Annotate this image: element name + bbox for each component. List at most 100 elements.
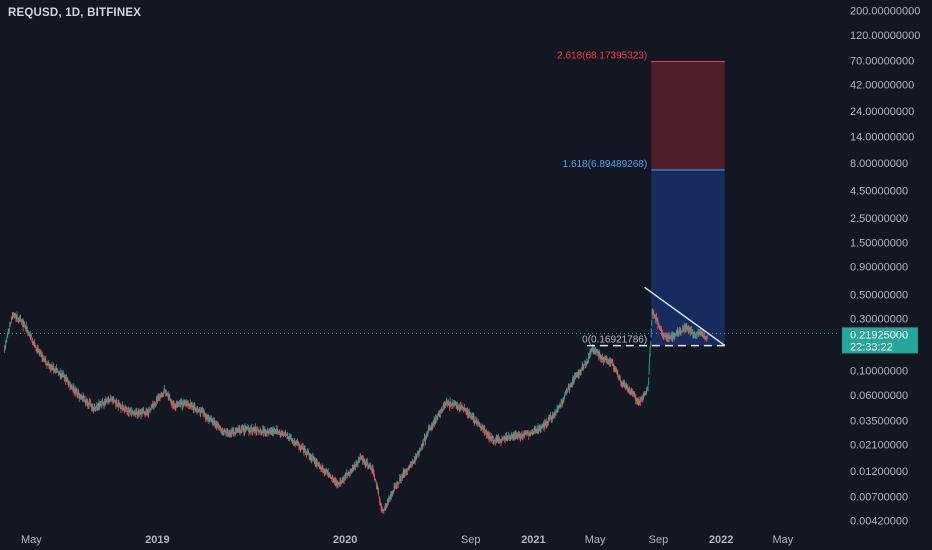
candle-body — [388, 496, 390, 501]
candle-body — [685, 327, 687, 331]
candle-body — [232, 430, 234, 432]
candle-body — [170, 399, 172, 402]
candle-body — [224, 432, 226, 434]
candle-body — [266, 431, 268, 433]
candle-body — [220, 429, 222, 431]
candle-body — [83, 399, 85, 402]
time-tick-label: Sep — [461, 534, 481, 546]
candle-body — [558, 407, 560, 408]
candle-body — [651, 311, 653, 318]
candle-body — [171, 403, 173, 405]
candle-body — [203, 410, 205, 415]
candle-body — [23, 321, 25, 327]
candle-body — [165, 390, 167, 393]
candle-body — [286, 435, 287, 437]
candle-body — [583, 364, 585, 369]
candle-body — [191, 406, 193, 408]
candle-body — [660, 328, 661, 330]
time-axis[interactable]: May 2019 2020 Sep 2021 May Sep 2022 May — [21, 534, 794, 546]
candle-body — [105, 398, 107, 403]
candle-body — [515, 433, 517, 436]
candle-body — [591, 349, 593, 350]
candle-body — [123, 407, 125, 409]
candle-body — [116, 404, 118, 407]
candle-body — [624, 383, 625, 388]
candle-body — [570, 385, 571, 387]
candle-body — [470, 416, 472, 418]
candle-body — [311, 457, 313, 460]
candle-body — [184, 400, 186, 405]
candle-body — [288, 438, 289, 440]
candle-body — [117, 403, 119, 406]
fibonacci-extension[interactable]: 2.618(68.17395323) 1.618(6.89489268) 0(0.1… — [557, 51, 725, 346]
candle-body — [497, 436, 499, 439]
candle-body — [141, 412, 142, 415]
candle-body — [587, 359, 589, 361]
descending-trendline[interactable] — [644, 286, 726, 347]
candle-body — [604, 356, 606, 360]
candle-body — [208, 418, 210, 421]
candle-body — [597, 352, 599, 353]
candle-body — [485, 430, 486, 432]
candle-body — [169, 397, 171, 401]
candle-body — [455, 403, 457, 406]
candle-body — [147, 413, 149, 415]
candle-body — [634, 396, 636, 398]
price-axis[interactable]: 200.00000000 120.00000000 70.00000000 42.00… — [840, 0, 932, 550]
candle-body — [339, 483, 340, 485]
candle-body — [281, 431, 283, 434]
candle-body — [135, 410, 137, 415]
candle-body — [352, 465, 354, 468]
candle-body — [506, 436, 508, 439]
candle-body — [426, 436, 427, 438]
candle-body — [590, 351, 591, 354]
candle-body — [295, 443, 297, 445]
candle-body — [665, 334, 667, 337]
drawing-lines[interactable] — [0, 286, 840, 347]
candle-body — [12, 313, 14, 317]
candle-body — [11, 314, 13, 317]
candle-body — [581, 365, 583, 368]
candle-body — [575, 375, 577, 377]
candle-body — [115, 400, 117, 405]
candle-body — [61, 373, 63, 377]
candle-body — [235, 430, 236, 432]
candle-body — [359, 459, 360, 461]
candle-body — [37, 347, 38, 352]
candle-body — [622, 381, 624, 385]
candle-body — [316, 461, 318, 466]
price-tick-label: 0.03500000 — [850, 415, 908, 427]
candle-body — [90, 404, 92, 406]
candle-body — [125, 406, 127, 409]
candle-body — [666, 335, 668, 339]
candle-body — [566, 391, 568, 392]
candle-body — [60, 373, 62, 378]
candle-body — [455, 403, 457, 406]
candle-body — [219, 427, 221, 429]
fib-zone-lower — [651, 170, 725, 346]
candle-body — [24, 325, 26, 327]
candle-body — [290, 436, 292, 438]
candle-body — [368, 467, 370, 468]
candle-body — [414, 458, 415, 462]
candle-body — [279, 432, 281, 435]
candle-body — [69, 383, 71, 387]
candle-body — [590, 351, 592, 353]
candle-body — [89, 401, 91, 403]
candle-body — [36, 348, 37, 352]
candle-body — [677, 330, 678, 333]
candle-body — [389, 497, 391, 501]
candle-body — [150, 406, 152, 409]
candle-body — [519, 434, 520, 439]
candle-body — [542, 426, 544, 428]
candle-body — [629, 388, 631, 391]
candle-body — [259, 428, 261, 431]
candle-body — [47, 362, 49, 364]
candle-body — [190, 403, 192, 408]
time-tick-label: 2022 — [709, 534, 733, 546]
candle-body — [611, 361, 613, 363]
candle-body — [405, 471, 407, 473]
candle-body — [606, 358, 608, 362]
